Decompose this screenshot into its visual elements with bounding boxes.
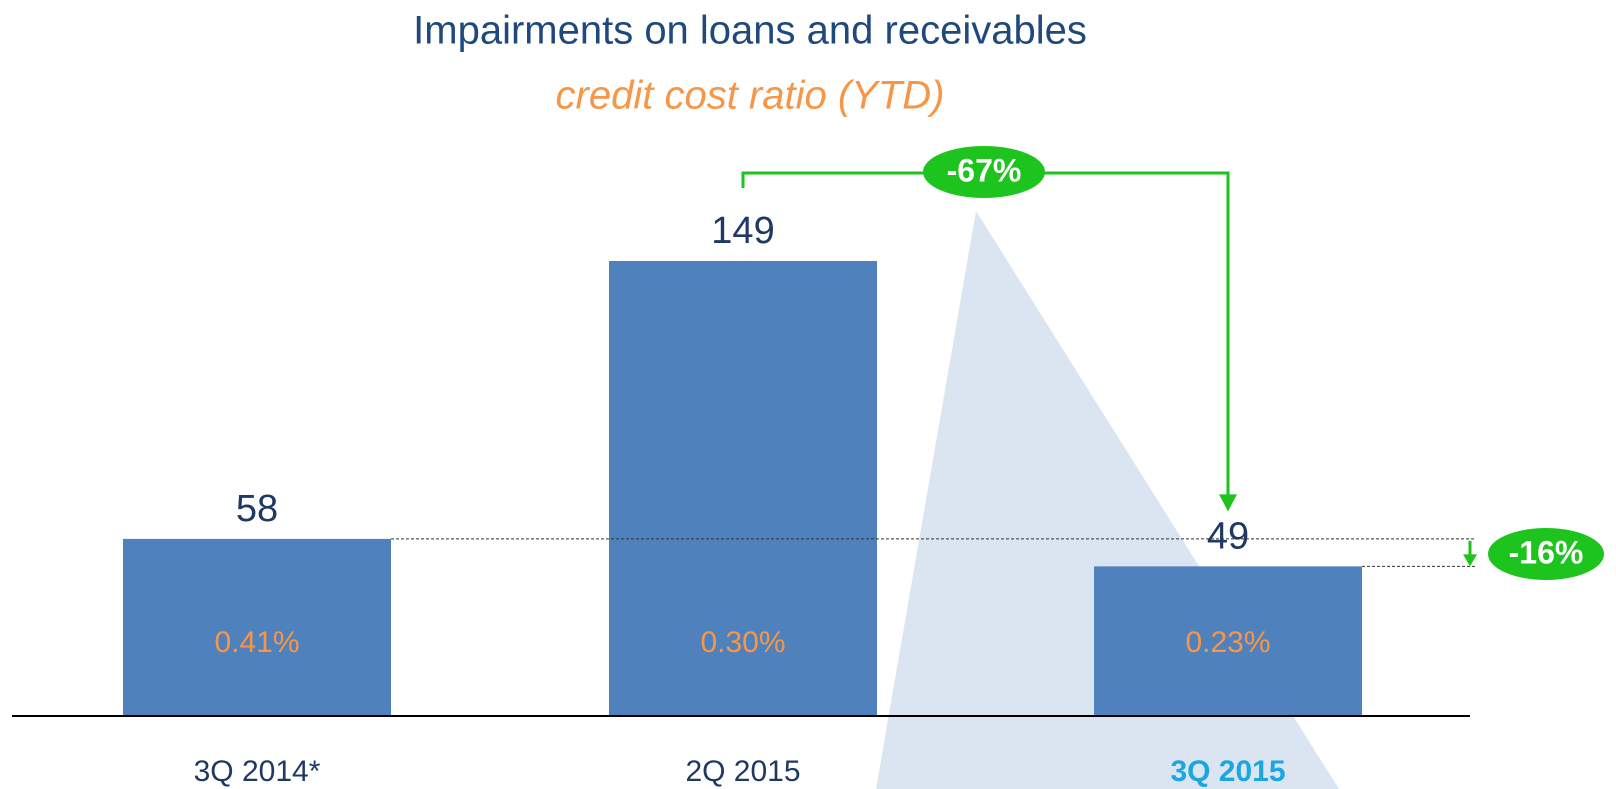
bar <box>123 538 391 716</box>
ratio-label: 0.30% <box>700 626 785 659</box>
bar <box>609 261 877 716</box>
chart-title: Impairments on loans and receivables <box>413 9 1087 53</box>
ratio-label: 0.41% <box>214 626 299 659</box>
arrow-head <box>1463 554 1477 567</box>
annotation: -16% <box>1509 534 1584 570</box>
annotation-badge <box>923 146 1045 198</box>
x-tick-label: 3Q 2015 <box>1170 755 1285 788</box>
chart-subtitle: credit cost ratio (YTD) <box>556 74 945 118</box>
x-tick-label: 2Q 2015 <box>685 755 800 788</box>
value-label: 58 <box>236 488 278 530</box>
annotation: -67% <box>947 152 1022 188</box>
bar <box>1094 566 1362 716</box>
arrow-head <box>1219 494 1237 512</box>
x-tick-label: 3Q 2014* <box>194 755 321 788</box>
annotation-badge <box>1488 528 1604 580</box>
value-label: 149 <box>711 210 774 252</box>
ratio-label: 0.23% <box>1185 626 1270 659</box>
value-label: 49 <box>1207 515 1249 557</box>
